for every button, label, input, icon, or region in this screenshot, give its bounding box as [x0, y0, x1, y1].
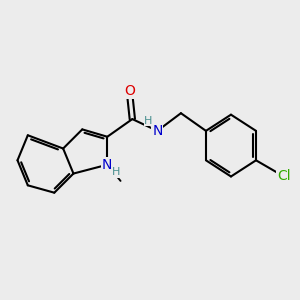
Text: H: H: [144, 116, 153, 126]
Text: N: N: [102, 158, 112, 172]
Text: Cl: Cl: [277, 169, 291, 184]
Text: N: N: [152, 124, 163, 138]
Text: O: O: [124, 84, 135, 98]
Text: H: H: [112, 167, 120, 177]
